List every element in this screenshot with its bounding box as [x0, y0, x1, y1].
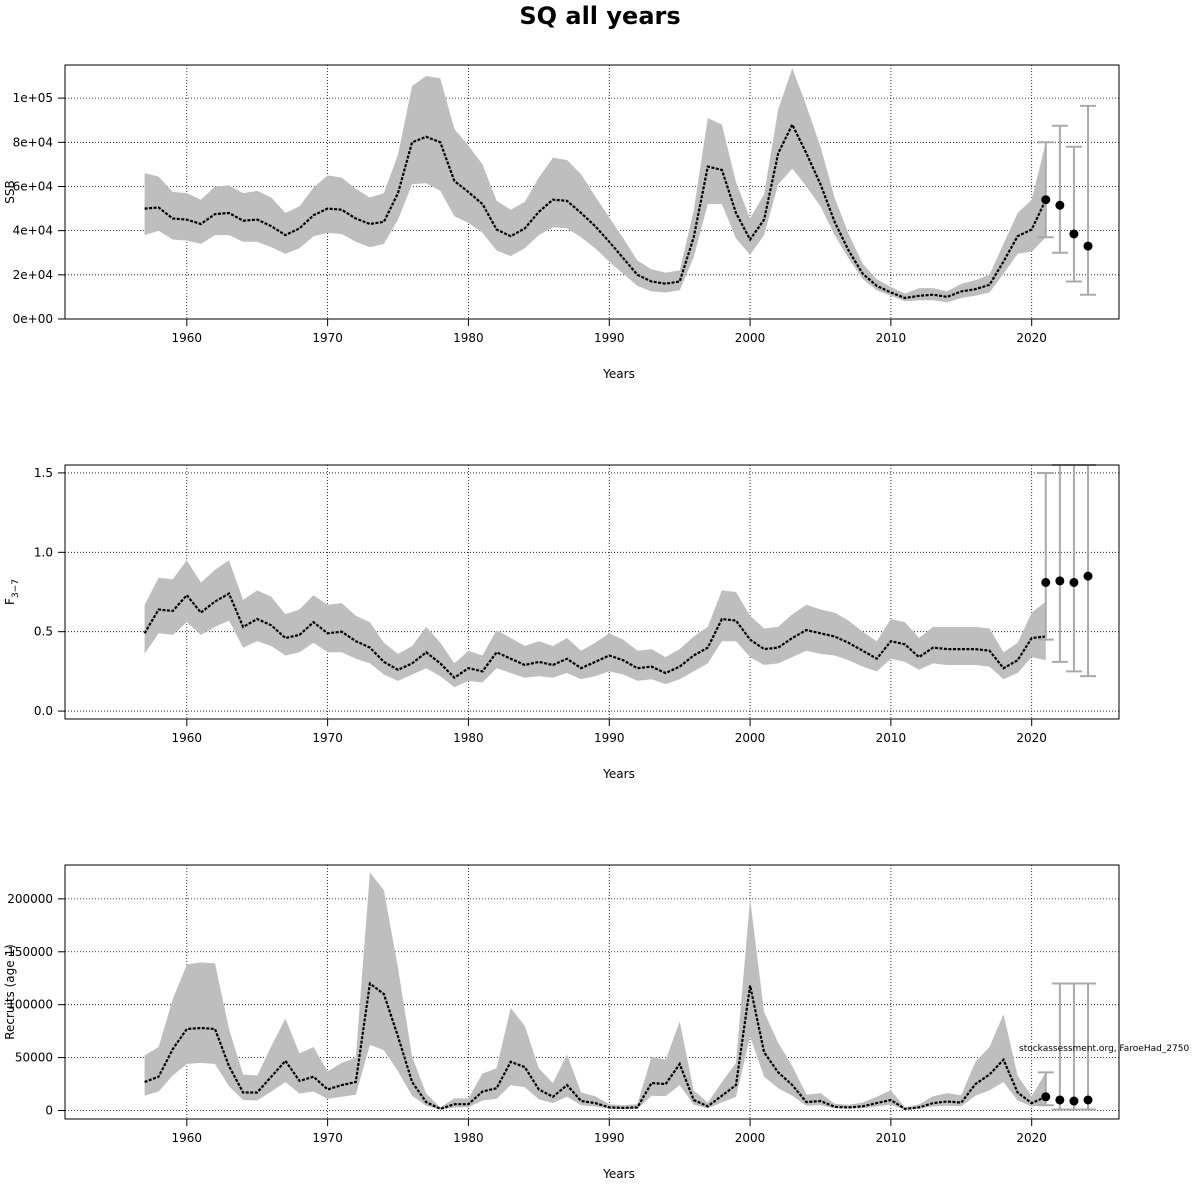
x-tick-label: 2010 [876, 331, 907, 345]
x-tick-label: 2020 [1016, 731, 1047, 745]
x-tick-label: 1980 [453, 1131, 484, 1145]
x-tick-label: 2020 [1016, 331, 1047, 345]
x-tick-label: 2000 [735, 731, 766, 745]
y-tick-label: 8e+04 [13, 135, 53, 149]
plot-frame [64, 464, 1120, 720]
watermark-text: stockassessment.org, FaroeHad_2750 [1019, 1044, 1190, 1054]
x-tick-label: 1970 [312, 731, 343, 745]
forecast-point [1055, 576, 1065, 586]
y-tick-label: 150000 [7, 945, 53, 959]
y-tick-label: 2e+04 [13, 268, 53, 282]
confidence-band [144, 68, 1046, 303]
y-tick-label: 6e+04 [13, 179, 53, 193]
confidence-band [144, 872, 1046, 1110]
y-axis-label: Recruits (age 1) [3, 944, 17, 1040]
x-tick-label: 1980 [453, 331, 484, 345]
x-tick-label: 2000 [735, 331, 766, 345]
estimate-line [143, 592, 1046, 680]
y-tick-label: 0e+00 [13, 312, 53, 326]
x-tick-label: 1990 [594, 331, 625, 345]
panel-3: 1960 1970 1980 1990 2000 2010 2020 0 50000 100000… [3, 864, 1120, 1181]
x-tick-label: 1960 [172, 1131, 203, 1145]
x-tick-label: 1960 [172, 331, 203, 345]
y-axis-label: SSB [3, 180, 17, 203]
forecast-point [1055, 200, 1065, 210]
plot-frame [64, 864, 1120, 1120]
x-axis-label: Years [602, 367, 635, 381]
forecast-point [1055, 1095, 1065, 1105]
panel-1: 1960 1970 1980 1990 2000 2010 2020 0e+00 2e+04 4e… [3, 64, 1120, 381]
chart-title: SQ all years [519, 2, 681, 30]
y-tick-label: 1e+05 [13, 91, 53, 105]
estimate-line [144, 981, 1047, 1111]
y-tick-label: 0.0 [34, 704, 53, 718]
forecast-point [1069, 1096, 1079, 1106]
estimate-line [144, 122, 1047, 300]
y-tick-label: 100000 [7, 998, 53, 1012]
x-axis-label: Years [602, 1167, 635, 1181]
forecast-point [1041, 1092, 1051, 1102]
y-tick-label: 0 [45, 1104, 53, 1118]
x-tick-label: 1980 [453, 731, 484, 745]
x-tick-label: 1990 [594, 1131, 625, 1145]
x-tick-label: 2020 [1016, 1131, 1047, 1145]
y-tick-label: 1.5 [34, 466, 53, 480]
confidence-band [144, 560, 1046, 688]
forecast-point [1069, 229, 1079, 239]
y-tick-label: 4e+04 [13, 224, 53, 238]
x-tick-label: 1990 [594, 731, 625, 745]
y-tick-label: 0.5 [34, 625, 53, 639]
x-axis-label: Years [602, 767, 635, 781]
y-axis-label: F3−7 [3, 579, 21, 605]
x-tick-label: 1970 [312, 331, 343, 345]
y-tick-label: 1.0 [34, 545, 53, 559]
forecast-point [1083, 571, 1093, 581]
x-tick-label: 2000 [735, 1131, 766, 1145]
forecast-point [1041, 195, 1051, 205]
plot-frame [64, 64, 1120, 320]
x-tick-label: 1970 [312, 1131, 343, 1145]
forecast-point [1083, 1095, 1093, 1105]
y-tick-label: 200000 [7, 892, 53, 906]
forecast-point [1083, 241, 1093, 251]
forecast-point [1069, 577, 1079, 587]
forecast-point [1041, 577, 1051, 587]
x-tick-label: 2010 [876, 731, 907, 745]
panel-2: 1960 1970 1980 1990 2000 2010 2020 0.0 0.5 1.0 1.5… [3, 464, 1120, 781]
x-tick-label: 1960 [172, 731, 203, 745]
x-tick-label: 2010 [876, 1131, 907, 1145]
y-tick-label: 50000 [15, 1051, 53, 1065]
